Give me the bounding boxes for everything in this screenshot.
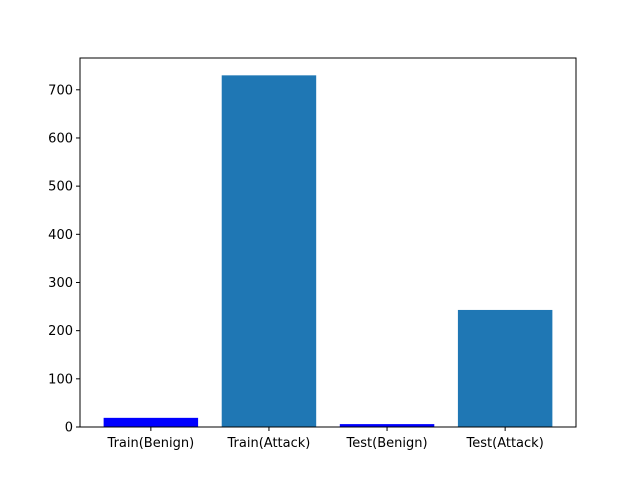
y-tick-label: 300 bbox=[48, 276, 73, 291]
y-tick-label: 400 bbox=[48, 228, 73, 243]
y-tick-label: 200 bbox=[48, 324, 73, 339]
x-axis: Train(Benign) Train(Attack) Test(Benign) Te… bbox=[107, 427, 544, 451]
y-tick-label: 100 bbox=[48, 372, 73, 387]
y-tick-label: 500 bbox=[48, 180, 73, 195]
y-tick-label: 0 bbox=[65, 421, 73, 436]
plot-frame bbox=[79, 57, 577, 428]
x-tick-label: Test(Benign) bbox=[346, 436, 428, 451]
x-tick-label: Train(Attack) bbox=[227, 436, 311, 451]
x-tick-label: Test(Attack) bbox=[466, 436, 544, 451]
bars-group bbox=[103, 75, 553, 427]
bar-2 bbox=[339, 424, 435, 427]
x-tick-label: Train(Benign) bbox=[107, 436, 195, 451]
y-tick-label: 700 bbox=[48, 83, 73, 98]
y-tick-label: 600 bbox=[48, 131, 73, 146]
bar-3 bbox=[457, 309, 553, 427]
bar-0 bbox=[103, 417, 199, 427]
y-axis: 0 100 200 300 400 500 600 700 bbox=[48, 83, 80, 436]
bar-1 bbox=[221, 75, 317, 427]
